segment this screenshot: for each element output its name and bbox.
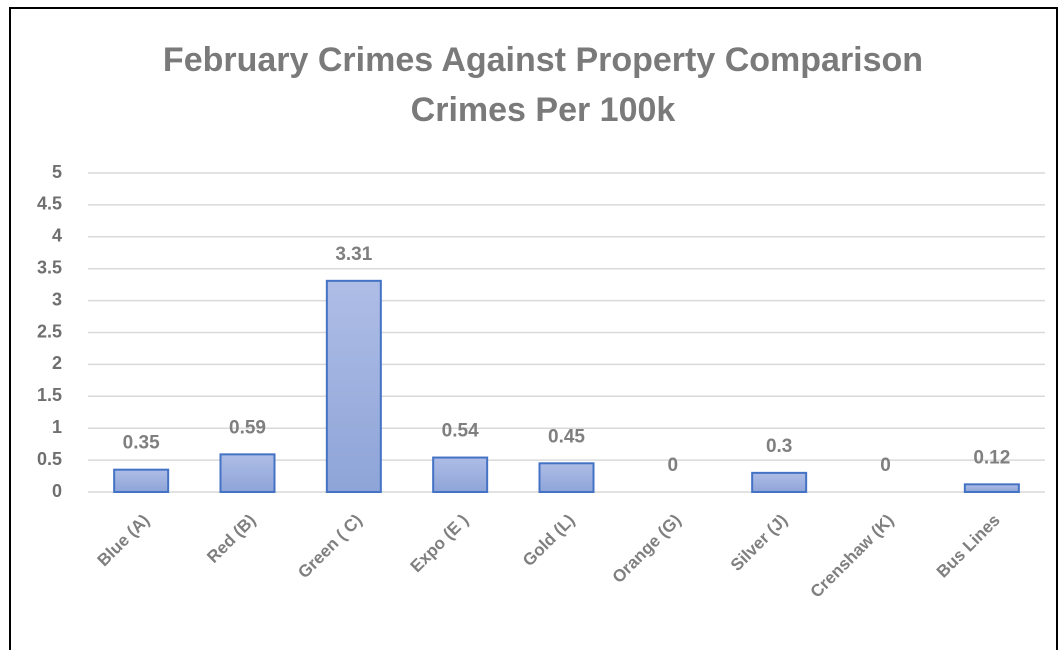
chart-subtitle: Crimes Per 100k: [411, 91, 676, 129]
data-label: 0.54: [442, 421, 479, 442]
x-tick-label: Silver (J): [727, 511, 791, 575]
y-tick-label: 4.5: [37, 194, 62, 214]
bar: [219, 453, 276, 493]
x-tick-label: Bus Lines: [933, 511, 1004, 582]
x-tick-label: Green ( C): [294, 511, 366, 583]
x-tick-label: Expo (E ): [407, 511, 473, 577]
x-tick-label: Crenshaw (K): [807, 511, 898, 602]
y-tick-label: 2: [52, 353, 62, 373]
data-label: 0: [668, 455, 679, 476]
y-tick-label: 5: [52, 162, 62, 182]
chart-border: [9, 7, 1058, 650]
y-tick-label: 0: [52, 481, 62, 501]
y-tick-label: 1.5: [37, 385, 62, 405]
data-label: 0.35: [123, 433, 160, 454]
data-label: 3.31: [335, 244, 372, 265]
bar: [751, 471, 808, 493]
y-tick-label: 4: [52, 226, 62, 246]
y-tick-label: 1: [52, 417, 62, 437]
chart-title: February Crimes Against Property Compari…: [163, 41, 923, 79]
y-tick-label: 3.5: [37, 257, 62, 277]
x-tick-label: Red (B): [203, 511, 259, 567]
x-tick-label: Blue (A): [94, 511, 154, 571]
x-tick-label: Gold (L): [519, 511, 579, 571]
data-label: 0: [880, 455, 891, 476]
x-tick-label: Orange (G): [609, 511, 685, 587]
bar: [432, 456, 489, 494]
bar: [963, 483, 1020, 493]
bar: [538, 462, 595, 494]
data-label: 0.3: [766, 436, 792, 457]
y-tick-label: 3: [52, 289, 62, 309]
data-label: 0.12: [973, 447, 1010, 468]
y-tick-label: 2.5: [37, 321, 62, 341]
bar: [325, 279, 382, 493]
data-label: 0.59: [229, 417, 266, 438]
data-label: 0.45: [548, 426, 585, 447]
y-tick-label: 0.5: [37, 449, 62, 469]
bar: [113, 468, 170, 494]
